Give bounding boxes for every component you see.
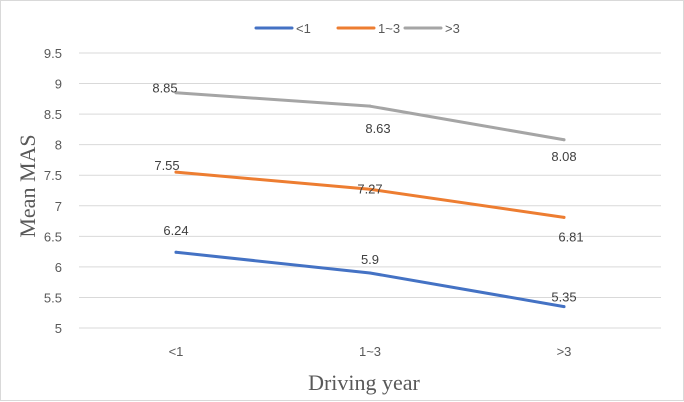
legend: <1 1~3 >3 bbox=[254, 21, 460, 36]
y-tick-label: 6 bbox=[55, 260, 62, 275]
data-label: 6.24 bbox=[163, 223, 188, 238]
y-tick-label: 8 bbox=[55, 138, 62, 153]
legend-label: <1 bbox=[296, 21, 311, 36]
data-label: 8.85 bbox=[152, 81, 177, 96]
data-point bbox=[562, 305, 566, 309]
data-point bbox=[562, 138, 566, 142]
data-label: 5.9 bbox=[361, 252, 379, 267]
gridlines bbox=[79, 52, 661, 329]
data-point bbox=[562, 215, 566, 219]
series-lines bbox=[174, 91, 566, 309]
legend-label: 1~3 bbox=[378, 21, 400, 36]
y-tick-label: 5 bbox=[55, 321, 62, 336]
y-tick-label: 6.5 bbox=[44, 229, 62, 244]
y-tick-label: 9.5 bbox=[44, 46, 62, 61]
y-tick-label: 8.5 bbox=[44, 107, 62, 122]
y-tick-label: 7 bbox=[55, 199, 62, 214]
data-label: 8.63 bbox=[365, 121, 390, 136]
x-tick-label: 1~3 bbox=[359, 344, 381, 359]
x-tick-label: >3 bbox=[557, 344, 572, 359]
data-point bbox=[174, 91, 178, 95]
y-axis-title: Mean MAS bbox=[15, 134, 40, 237]
y-tick-label: 7.5 bbox=[44, 168, 62, 183]
x-axis-ticks: <1 1~3 >3 bbox=[169, 344, 572, 359]
data-point bbox=[368, 187, 372, 191]
x-axis-title: Driving year bbox=[308, 370, 420, 395]
legend-item: <1 bbox=[254, 21, 311, 36]
legend-item: 1~3 bbox=[336, 21, 400, 36]
data-point bbox=[368, 104, 372, 108]
data-label: 7.27 bbox=[357, 181, 382, 196]
y-axis-ticks: 5 5.5 6 6.5 7 7.5 8 8.5 9 9.5 bbox=[44, 46, 62, 336]
data-label: 5.35 bbox=[551, 290, 576, 305]
legend-label: >3 bbox=[445, 21, 460, 36]
legend-item: >3 bbox=[403, 21, 460, 36]
data-label: 6.81 bbox=[558, 229, 583, 244]
data-point bbox=[368, 271, 372, 275]
data-point bbox=[174, 170, 178, 174]
data-labels: 6.24 5.9 5.35 7.55 7.27 6.81 8.85 8.63 8.08 bbox=[152, 81, 583, 305]
y-tick-label: 9 bbox=[55, 77, 62, 92]
data-label: 8.08 bbox=[551, 149, 576, 164]
data-point bbox=[174, 250, 178, 254]
x-tick-label: <1 bbox=[169, 344, 184, 359]
y-tick-label: 5.5 bbox=[44, 290, 62, 305]
data-label: 7.55 bbox=[154, 158, 179, 173]
